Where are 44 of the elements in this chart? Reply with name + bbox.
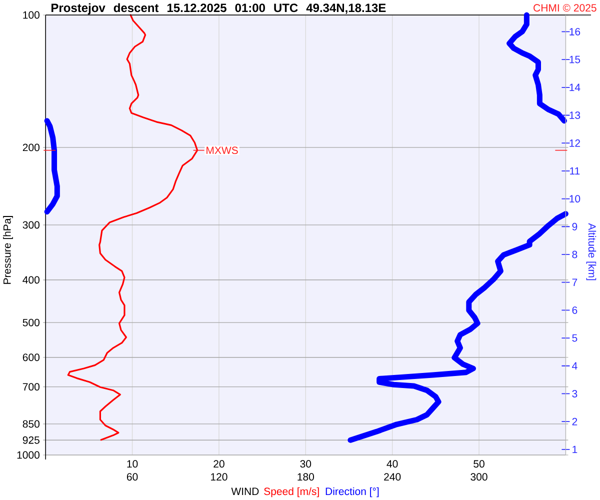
y-tick-label: 200: [22, 144, 40, 152]
y2-tick-label: 3: [572, 390, 578, 398]
x-axis-title: WIND: [231, 488, 259, 495]
x2-tick-label: 300: [470, 473, 488, 481]
y2-tick-label: 4: [572, 362, 578, 370]
y2-tick-label: 1: [572, 446, 578, 454]
y2-tick-label: 7: [572, 278, 578, 286]
text: CHMI © 2025: [534, 4, 596, 12]
y2-tick-label: 11: [570, 167, 580, 175]
y-tick-label: 500: [22, 318, 40, 326]
text: Direction [°]: [326, 487, 379, 498]
y-tick-label: 300: [22, 221, 40, 229]
y2-tick-label: 13: [570, 112, 580, 119]
y-tick-label: 850: [22, 420, 40, 428]
x-tick-label: 30: [300, 460, 312, 468]
y-tick-label: 925: [22, 436, 40, 444]
y2-tick-label: 16: [570, 28, 580, 36]
x-tick-label: 40: [386, 460, 398, 468]
y-tick-label: 100: [23, 11, 40, 19]
x-tick-label: 20: [214, 460, 224, 468]
y2-tick-label: 6: [572, 306, 578, 314]
y2-tick-label: 2: [572, 418, 578, 426]
y-tick-label: 400: [22, 276, 40, 284]
y2-tick-label: 12: [570, 139, 580, 147]
y2-tick-label: 14: [570, 84, 580, 92]
chart-title: Prostejov descent 15.12.2025 01:00 UTC 49.34N,18.13E: [52, 3, 386, 14]
x-tick-label: 10: [127, 460, 138, 468]
text: Speed [m/s]: [264, 487, 319, 498]
y-axis-title: Pressure [hPa]: [3, 216, 13, 284]
y-tick-label: 600: [22, 354, 40, 362]
annotation: MXWS: [206, 146, 238, 154]
x2-tick-label: 60: [126, 473, 138, 481]
y2-axis-title: Altitude [km]: [586, 223, 596, 280]
x2-tick-label: 180: [298, 473, 314, 481]
y2-tick-label: 15: [570, 56, 580, 64]
x2-tick-label: 120: [211, 473, 228, 481]
y-tick-label: 1000: [17, 451, 40, 459]
y2-tick-label: 10: [570, 195, 580, 203]
y-tick-label: 700: [22, 383, 40, 391]
x-tick-label: 50: [474, 460, 484, 468]
y2-tick-label: 8: [572, 250, 578, 258]
y2-tick-label: 5: [572, 334, 578, 342]
x2-tick-label: 240: [384, 473, 401, 481]
y2-tick-label: 9: [572, 222, 578, 230]
